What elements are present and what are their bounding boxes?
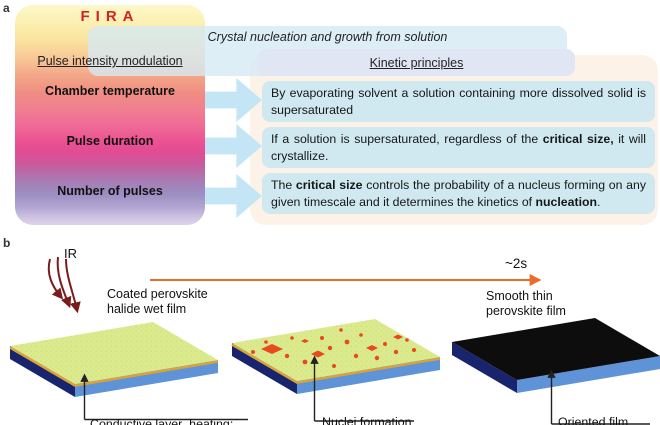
row-label-number-of-pulses: Number of pulses	[57, 184, 163, 198]
kinetic-box-critical-size: The critical size controls the probabili…	[262, 173, 655, 215]
kinetic-text-part: controls the probability of a nucleus fo…	[271, 178, 647, 209]
right-column-header-text: Kinetic principles	[369, 55, 464, 70]
film-wet	[9, 322, 219, 397]
panel-a-label: a	[3, 1, 10, 15]
row-label-pulse-duration: Pulse duration	[66, 134, 154, 148]
stage-label-line: halide wet film	[107, 302, 187, 316]
banner-title: Crystal nucleation and growth from solut…	[207, 30, 448, 44]
right-column-header: Kinetic principles	[258, 49, 575, 76]
kinetic-text-part-bold: critical size,	[542, 132, 614, 146]
ir-label: IR	[64, 246, 77, 261]
time-label: ~2s	[505, 256, 528, 271]
caption-line: Conductive layer heating:	[90, 417, 234, 425]
film-nuclei	[231, 319, 441, 394]
left-column-header-text: Pulse intensity modulation	[37, 54, 183, 68]
kinetic-box-supersaturation: By evaporating solvent a solution contai…	[262, 81, 655, 123]
left-column-header: Pulse intensity modulation	[20, 52, 200, 70]
film-perovskite	[452, 318, 660, 393]
kinetic-text-part: If a solution is supersaturated, regardl…	[271, 132, 543, 146]
stage-label-smooth-film: Smooth thin perovskite film	[486, 289, 566, 319]
caption-oriented-growth: Oriented film growth	[558, 389, 628, 425]
kinetic-box-crystallize: If a solution is supersaturated, regardl…	[262, 127, 655, 169]
kinetic-text-part: The	[271, 178, 296, 192]
fira-title: FIRA	[80, 8, 140, 25]
row-label-chamber-temperature: Chamber temperature	[45, 84, 175, 98]
caption-line: Nuclei formation	[322, 415, 412, 425]
caption-nuclei-formation: Nuclei formation and crystal growth	[322, 389, 423, 425]
kinetic-text-part: it will crystallize.	[271, 132, 646, 163]
stage-label-line: Coated perovskite	[107, 287, 208, 301]
ir-rays-icon	[47, 256, 81, 314]
kinetic-text-part: By evaporating solvent a solution contai…	[271, 86, 646, 117]
stage-label-line: perovskite film	[486, 304, 566, 318]
caption-line: Oriented film	[558, 415, 629, 425]
stage-label-wet-film: Coated perovskite halide wet film	[107, 287, 208, 317]
nuclei	[251, 328, 416, 368]
stage-label-line: Smooth thin	[486, 289, 553, 303]
panel-b-label: b	[3, 236, 11, 250]
kinetic-text-part-bold: critical size	[295, 178, 363, 192]
kinetic-text-part: .	[597, 194, 601, 209]
kinetic-text-part-bold: nucleation	[535, 194, 598, 209]
caption-conductive-heating: Conductive layer heating: Thermal transf…	[90, 391, 256, 425]
caption-leaders	[80, 355, 650, 425]
